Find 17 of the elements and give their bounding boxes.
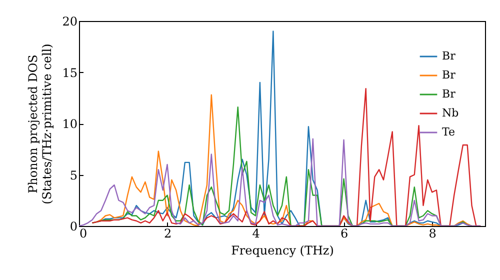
y-tick-label: 10	[62, 117, 78, 131]
y-tick-label: 15	[62, 66, 78, 80]
x-tick-label: 2	[164, 226, 172, 240]
y-tick-label: 20	[62, 14, 78, 28]
x-tick-label: 4	[252, 226, 260, 240]
legend-label: Te	[442, 126, 455, 138]
y-tick-label: 5	[70, 168, 78, 182]
legend-label: Br	[442, 68, 456, 82]
x-tick-label: 6	[340, 226, 348, 240]
line-series	[79, 138, 482, 226]
y-axis-title: Phonon projected DOS (States/THz·primitive cell)	[26, 44, 54, 204]
x-tick-label: 8	[428, 226, 436, 240]
legend-label: Nb	[442, 106, 459, 120]
x-axis-title: Frequency (THz)	[231, 244, 334, 258]
legend-label: Br	[442, 50, 456, 62]
x-tick-label: 0	[80, 226, 88, 240]
legend-label: Br	[442, 88, 456, 100]
